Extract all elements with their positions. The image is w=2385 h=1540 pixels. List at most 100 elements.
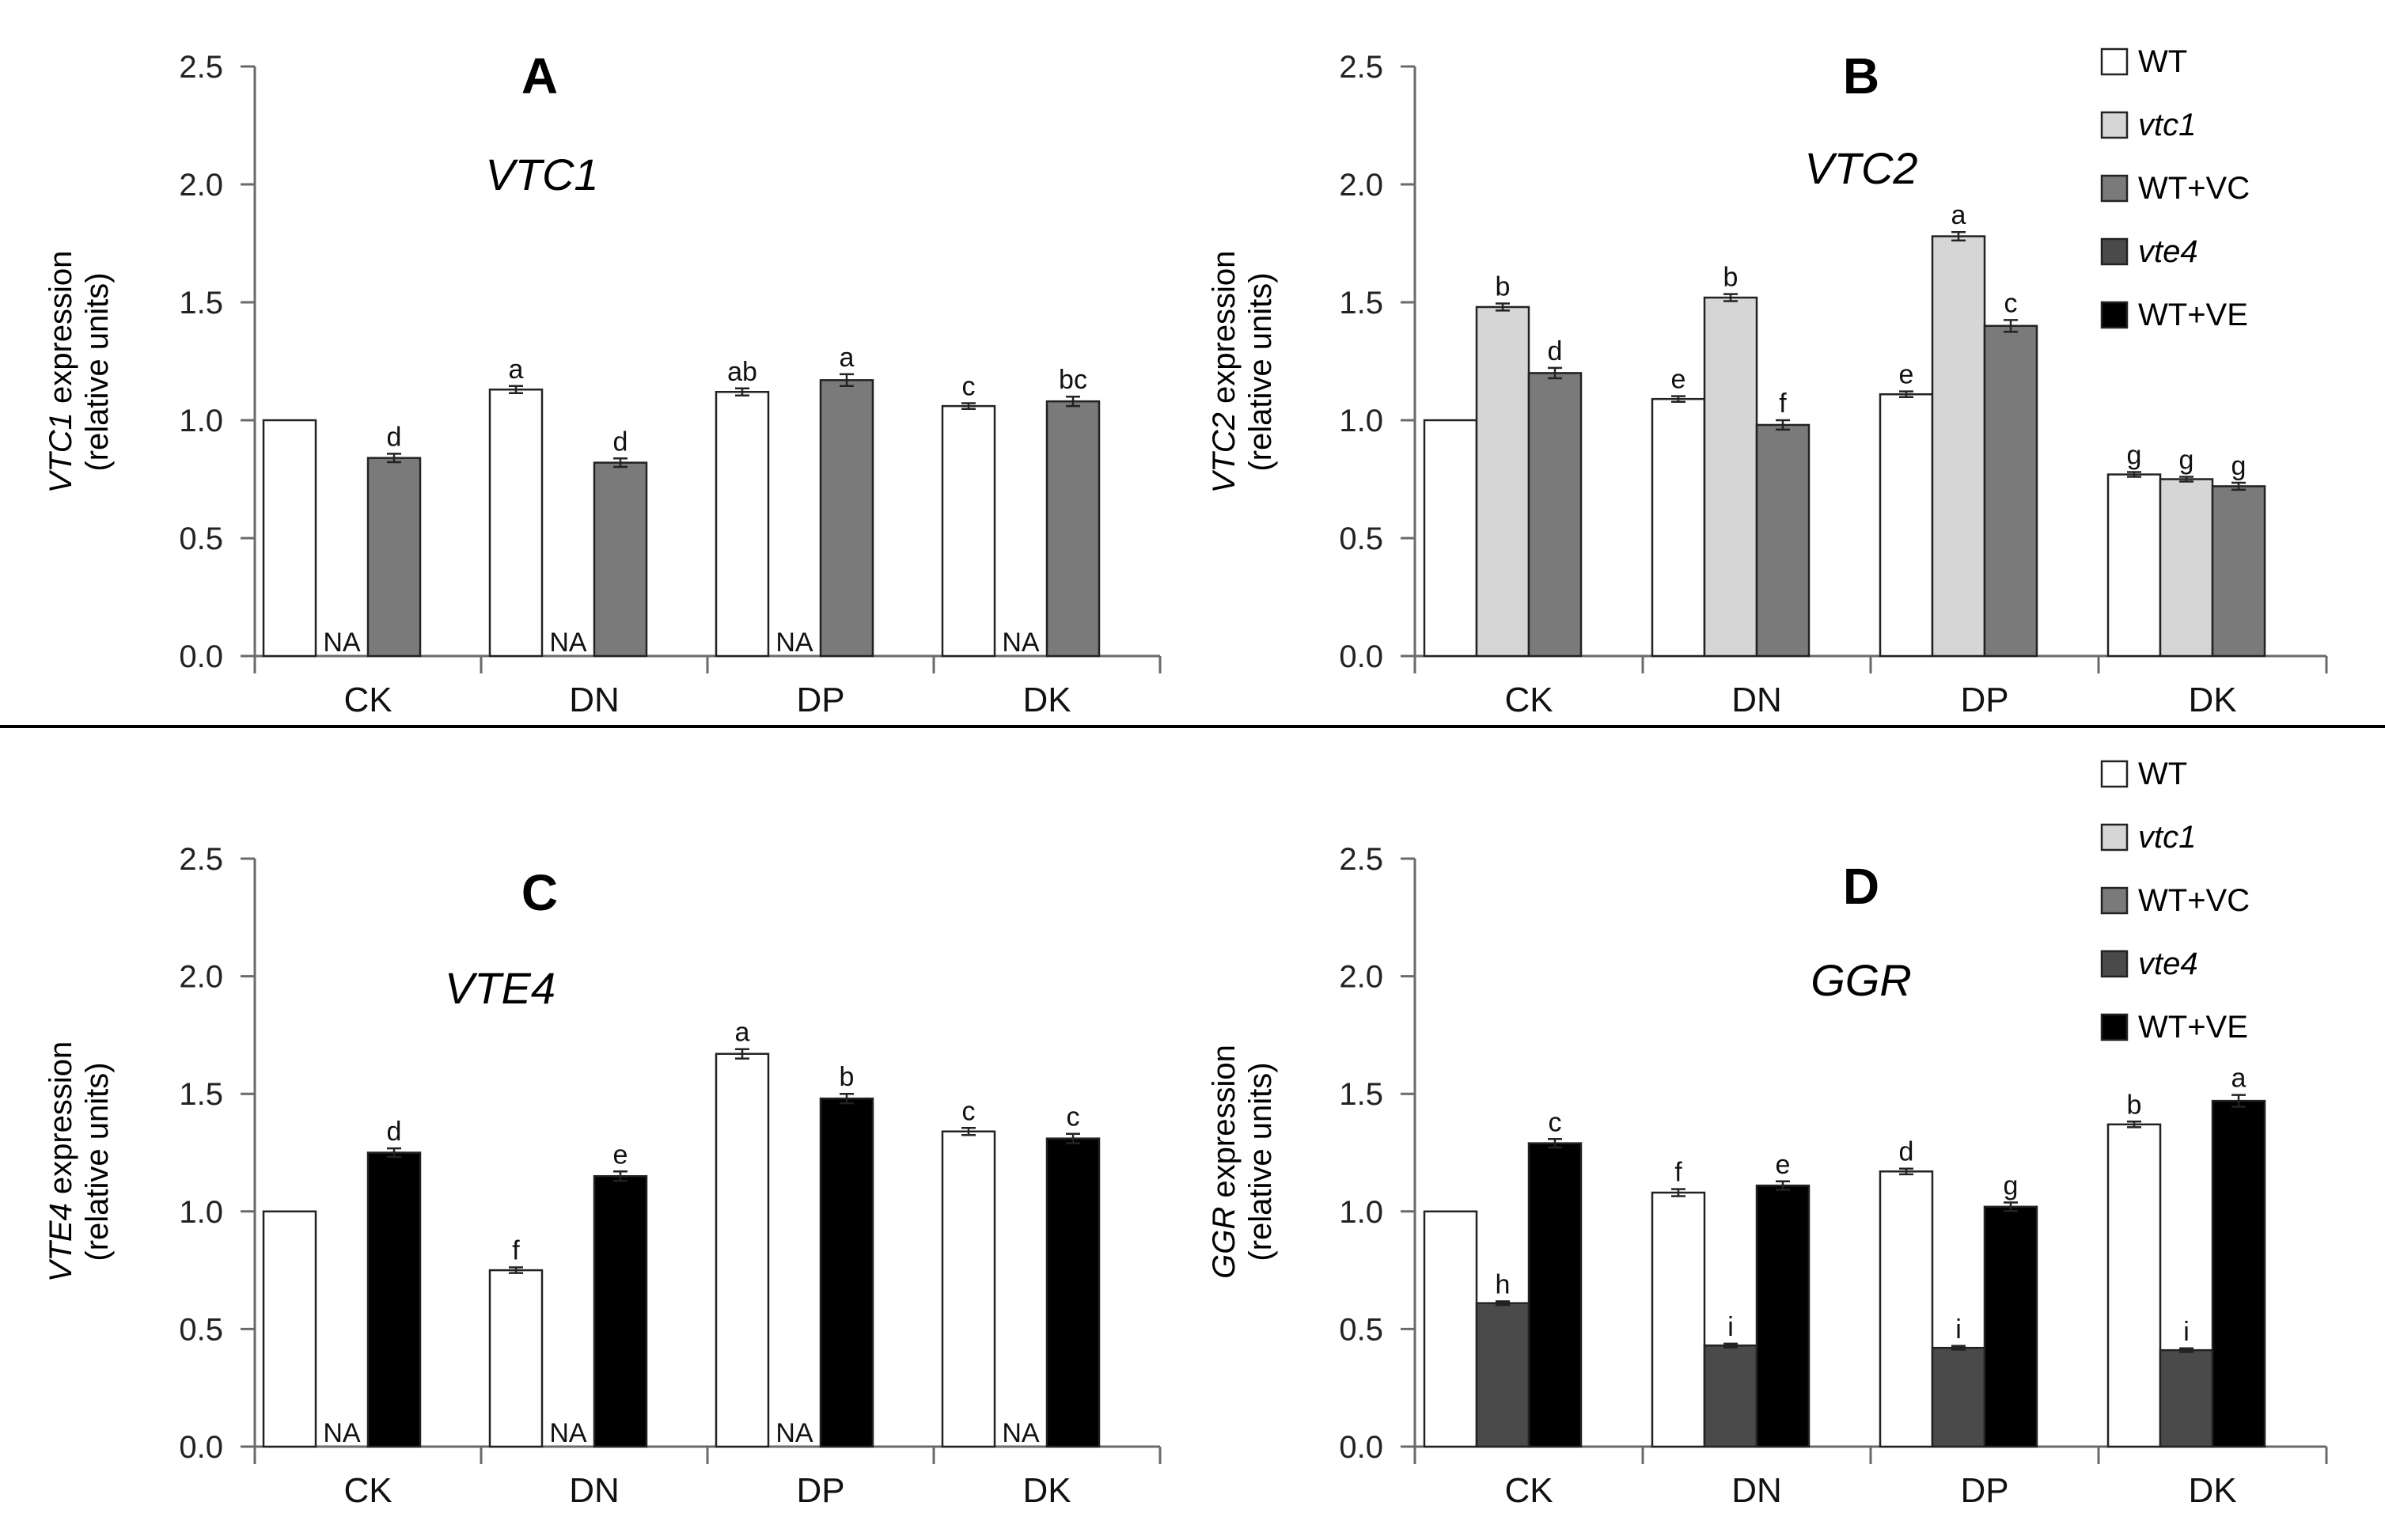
bar-WT+VE-DP [819, 1097, 874, 1448]
significance-label: d [1899, 1137, 1914, 1167]
y-tick-label: 0.5 [1339, 522, 1383, 556]
y-axis-label: VTC1 expression(relative units) [44, 251, 115, 494]
gene-title: VTC1 [485, 150, 598, 199]
significance-label: a [509, 355, 524, 385]
y-axis-label-rest: expression [1207, 251, 1242, 413]
significance-label: d [1548, 336, 1563, 366]
x-category-label: DN [1731, 1471, 1782, 1510]
legend-label-WT+VE: WT+VE [2138, 298, 2248, 332]
bar-vte4-DK [2159, 1348, 2214, 1448]
legend-label-WT: WT [2138, 44, 2187, 79]
bar-vte4-DP [1931, 1346, 1986, 1448]
legends: WT vtc1 WT+VC vte4 WT+VE WT vtc1 WT+VC vte4 WT+VE [2100, 44, 2250, 1045]
significance-label: b [1496, 271, 1511, 302]
na-label: NA [1002, 628, 1040, 658]
bar-WT-DP [715, 390, 770, 658]
y-axis-label-line1: GGR expression [1207, 1045, 1242, 1279]
y-tick-label: 1.5 [1339, 1077, 1383, 1112]
panel-letter: C [521, 864, 558, 921]
bar-WT+VE-CK [366, 1151, 422, 1448]
bar-WT-CK [262, 1210, 317, 1448]
significance-label: f [512, 1236, 520, 1266]
significance-label: i [1955, 1314, 1962, 1345]
significance-label: c [1067, 1102, 1080, 1132]
panel-letter: D [1843, 858, 1879, 915]
x-category-label: CK [1504, 681, 1553, 719]
legend-swatch-WT+VE [2100, 301, 2129, 329]
y-axis-label: GGR expression(relative units) [1207, 1045, 1278, 1279]
y-tick-label: 0.0 [1339, 639, 1383, 674]
bar-WT-DN [1651, 1191, 1706, 1448]
significance-label: a [1951, 200, 1966, 230]
na-label: NA [549, 1418, 587, 1448]
legend-swatch-vte4 [2100, 950, 2129, 978]
legend-label-vtc1: vtc1 [2138, 820, 2196, 855]
bar-vtc1-CK [1475, 305, 1530, 658]
legend-label-vtc1: vtc1 [2138, 108, 2196, 142]
x-category-label: DK [2188, 1471, 2236, 1510]
y-axis-label-gene: VTE4 [44, 1203, 78, 1282]
chart-panel-D: 0.0 0.5 1.0 1.5 2.0 2.5 CK DN DP DK f d b h i i i c e g a D GG… [1207, 842, 2328, 1510]
bar-WT-DK [2106, 1123, 2162, 1448]
significance-label: c [962, 372, 976, 402]
x-category-label: DP [796, 681, 844, 719]
y-axis-label-gene: GGR [1207, 1207, 1242, 1279]
y-axis-label-line2: (relative units) [80, 1062, 115, 1261]
y-axis-label-line2: (relative units) [1243, 272, 1278, 471]
legend-label-WT+VC: WT+VC [2138, 883, 2250, 918]
x-category-label: DK [1022, 1471, 1071, 1510]
significance-label: h [1496, 1269, 1511, 1299]
bar-vte4-CK [1475, 1302, 1530, 1448]
y-axis-label-line1: VTC2 expression [1207, 251, 1242, 494]
na-label: NA [323, 1418, 361, 1448]
y-tick-label: 2.5 [1339, 50, 1383, 85]
significance-label: e [1671, 365, 1686, 395]
bar-WT-DK [941, 1130, 996, 1448]
significance-label: c [2004, 288, 2018, 318]
y-axis-label-rest: expression [1207, 1045, 1242, 1207]
bar-WT+VC-DN [593, 461, 648, 658]
significance-label: f [1779, 389, 1787, 419]
legend-2: WT vtc1 WT+VC vte4 WT+VE [2100, 757, 2250, 1045]
bar-WT-DP [1879, 393, 1934, 658]
significance-label: d [387, 1117, 402, 1147]
significance-label: e [1899, 360, 1914, 390]
na-label: NA [775, 628, 813, 658]
panels: 0.0 0.5 1.0 1.5 2.0 2.5 CK DN DP DK a a b c NA NA NA NA d d… [44, 47, 2328, 1510]
bar-WT+VE-CK [1527, 1142, 1583, 1448]
legend-label-WT+VE: WT+VE [2138, 1010, 2248, 1045]
legend-swatch-WT [2100, 47, 2129, 76]
y-axis-label-line1: VTC1 expression [44, 251, 78, 494]
na-label: NA [323, 628, 361, 658]
bar-WT-DP [715, 1053, 770, 1448]
y-tick-label: 1.0 [1339, 404, 1383, 438]
significance-label: g [2179, 446, 2194, 476]
chart-panel-C: 0.0 0.5 1.0 1.5 2.0 2.5 CK DN DP DK f a c NA NA NA NA d e b… [44, 842, 1162, 1510]
bar-WT+VE-DK [1045, 1137, 1101, 1448]
bar-WT+VC-DK [2211, 485, 2266, 658]
y-tick-label: 0.0 [179, 1430, 223, 1465]
significance-label: f [1674, 1158, 1682, 1188]
y-axis-label-line1: VTE4 expression [44, 1041, 78, 1283]
legend-swatch-vtc1 [2100, 823, 2129, 852]
significance-label: e [613, 1140, 628, 1170]
significance-label: d [613, 427, 628, 457]
x-category-label: DN [569, 681, 620, 719]
bar-WT+VC-DP [819, 379, 874, 658]
gene-title: VTE4 [445, 963, 555, 1013]
significance-label: a [735, 1018, 750, 1048]
y-axis-label-gene: VTC2 [1207, 412, 1242, 493]
significance-label: g [2004, 1171, 2019, 1201]
y-axis-label-rest: expression [44, 251, 78, 413]
y-tick-label: 2.0 [179, 168, 223, 203]
legend-label-WT+VC: WT+VC [2138, 171, 2250, 206]
bar-WT-DN [488, 389, 544, 658]
bar-WT+VE-DK [2211, 1099, 2266, 1448]
y-tick-label: 1.0 [179, 404, 223, 438]
y-tick-label: 0.0 [179, 639, 223, 674]
x-category-label: DK [1022, 681, 1071, 719]
chart-panel-A: 0.00.51.01.52.02.5CK DN DP DKa ab cNA NA NA NAd d… [44, 47, 1162, 719]
bar-WT+VC-DP [1983, 324, 2038, 658]
y-axis-label-gene: VTC1 [44, 412, 78, 493]
significance-label: c [962, 1096, 976, 1126]
